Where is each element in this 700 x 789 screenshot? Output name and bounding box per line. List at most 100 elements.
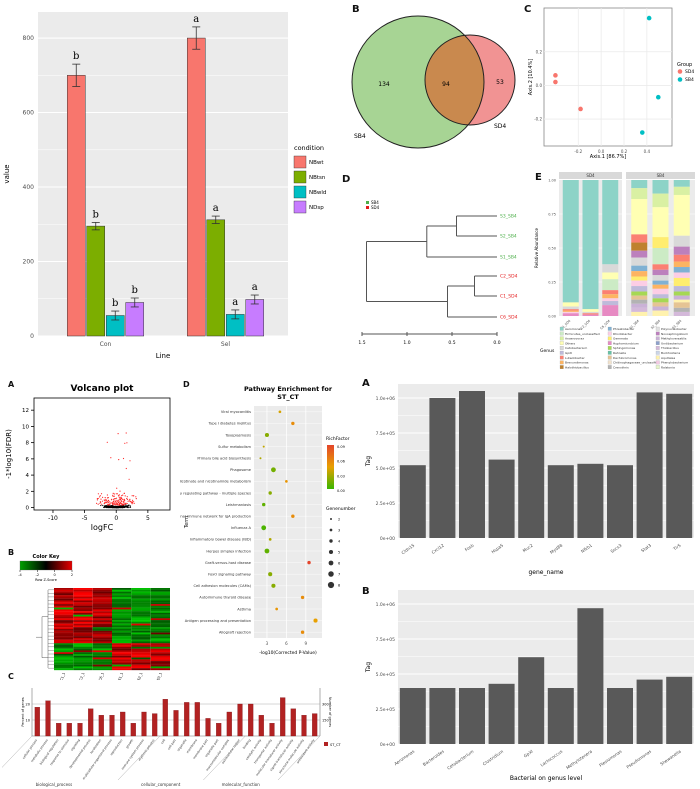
svg-text:Shewanella: Shewanella (659, 748, 682, 766)
svg-text:a: a (232, 297, 238, 308)
svg-text:0.0: 0.0 (536, 83, 543, 88)
svg-text:cell part: cell part (166, 738, 177, 751)
grouped-bar-chart: 0 200 400 600 800 b b b b Con a a a a Sel Line value cond… (0, 0, 345, 373)
svg-text:Clostridium: Clostridium (482, 749, 504, 767)
svg-text:S2_SB4: S2_SB4 (500, 234, 517, 240)
svg-text:ST_CT: ST_CT (277, 393, 299, 401)
expression-heatmap: Color Key -4 -2 0 2 Row Z-Score C1_1 C2_1 C6_1 S… (2, 548, 180, 680)
svg-text:-0.2: -0.2 (574, 149, 582, 154)
svg-text:developmental process: developmental process (68, 738, 92, 769)
svg-text:200: 200 (23, 259, 35, 266)
svg-text:Longevity regulating pathway -: Longevity regulating pathway - multiple … (180, 491, 251, 495)
svg-text:20: 20 (26, 703, 30, 707)
panel-letter-stacked: E (535, 172, 542, 183)
svg-text:0.0: 0.0 (493, 340, 500, 346)
svg-text:134: 134 (378, 81, 390, 88)
svg-text:Myd88: Myd88 (549, 543, 564, 555)
svg-text:value: value (3, 164, 11, 183)
svg-text:signaling: signaling (70, 738, 81, 751)
p-rightB-svg: 0e+00 2.5e+05 5.0e+05 7.5e+05 1.0e+06 Aeromon… (365, 590, 694, 782)
panel-letter-pathway: D (183, 380, 190, 389)
svg-text:0.00: 0.00 (548, 315, 556, 319)
svg-text:3: 3 (338, 529, 340, 533)
svg-text:Cetobacterium: Cetobacterium (565, 346, 587, 350)
svg-text:C1_SD4: C1_SD4 (500, 294, 518, 300)
svg-text:0e+00: 0e+00 (380, 536, 395, 542)
svg-text:C1_SD4: C1_SD4 (560, 319, 572, 331)
svg-text:4: 4 (26, 473, 30, 479)
svg-text:-0.2: -0.2 (534, 117, 542, 122)
pathway-enrichment-dotplot: Pathway Enrichment for ST_CT 3 6 9 Viral myoc… (180, 378, 358, 678)
svg-text:-4: -4 (18, 573, 22, 577)
svg-text:GpXI: GpXI (565, 351, 572, 355)
svg-text:C6_SD4: C6_SD4 (500, 315, 518, 321)
svg-text:SD4: SD4 (371, 205, 380, 210)
svg-text:Relative Abundance: Relative Abundance (534, 227, 539, 267)
svg-text:8: 8 (338, 584, 340, 588)
svg-text:S1_SB4: S1_SB4 (500, 255, 517, 261)
svg-text:Tag: Tag (365, 662, 372, 673)
svg-text:7.5e+05: 7.5e+05 (376, 431, 396, 437)
svg-text:0: 0 (26, 506, 30, 512)
svg-text:Aeromonas: Aeromonas (565, 327, 582, 331)
svg-text:0: 0 (54, 573, 56, 577)
svg-text:7.5e+05: 7.5e+05 (376, 637, 396, 643)
svg-text:C2_1: C2_1 (79, 672, 86, 680)
svg-text:0.75: 0.75 (548, 213, 556, 217)
svg-text:Aquitalea: Aquitalea (661, 356, 675, 360)
svg-text:organelle: organelle (176, 738, 187, 752)
svg-text:logFC: logFC (91, 523, 114, 532)
svg-text:Hyphomicrobium: Hyphomicrobium (613, 341, 639, 345)
volcano-plot: Volcano plot -10 -5 0 5 0 2 4 6 8 10 12 logFC -1*log1… (2, 378, 180, 548)
svg-text:biological_process: biological_process (36, 782, 72, 787)
svg-text:1.00: 1.00 (548, 179, 556, 183)
svg-text:SD4: SD4 (685, 69, 694, 75)
svg-text:Asthma: Asthma (237, 607, 251, 611)
svg-text:Allograft rejection: Allograft rejection (219, 631, 251, 635)
svg-text:C2_SD4: C2_SD4 (580, 319, 592, 331)
svg-text:-10: -10 (48, 515, 58, 522)
svg-text:0.03: 0.03 (337, 474, 345, 478)
svg-text:-1*log10(FDR): -1*log10(FDR) (5, 429, 13, 479)
svg-text:2: 2 (338, 518, 340, 522)
svg-text:Nfkb1: Nfkb1 (580, 543, 593, 554)
svg-text:6: 6 (338, 562, 340, 566)
svg-text:Cxcl12: Cxcl12 (431, 543, 446, 555)
svg-text:Others: Others (565, 341, 576, 345)
svg-text:a: a (252, 282, 258, 293)
svg-text:SD4: SD4 (586, 173, 595, 178)
svg-text:C1_1: C1_1 (59, 672, 66, 680)
svg-text:2: 2 (26, 489, 30, 495)
svg-text:S3_1: S3_1 (156, 672, 163, 680)
svg-text:Line: Line (156, 352, 171, 360)
svg-text:Bacteroides: Bacteroides (422, 749, 445, 767)
svg-text:0.0: 0.0 (598, 149, 605, 154)
svg-text:Methyloversatilis: Methyloversatilis (661, 337, 687, 341)
svg-text:1.0: 1.0 (403, 340, 410, 346)
svg-text:a: a (193, 14, 199, 25)
dendrogram-svg: S3_SB4 S2_SB4 S1_SB4 C2_SD4 C1_SD4 C6_SD4 SB4S… (358, 200, 518, 346)
svg-text:2.5e+05: 2.5e+05 (376, 501, 396, 507)
svg-text:0: 0 (114, 515, 118, 522)
panel-letter-venn: B (352, 4, 360, 15)
svg-text:0.50: 0.50 (548, 247, 556, 251)
svg-text:Pathway Enrichment for: Pathway Enrichment for (244, 385, 333, 393)
svg-text:Toxoplasmosis: Toxoplasmosis (224, 433, 251, 437)
svg-text:53: 53 (496, 79, 504, 86)
panel-letter-heatmap: B (8, 548, 15, 557)
venn-diagram: 134 94 53 SB4 SD4 (348, 2, 526, 165)
svg-text:Halothiobacillus: Halothiobacillus (565, 365, 589, 369)
svg-text:C6_1: C6_1 (98, 672, 105, 680)
svg-text:2.5e+05: 2.5e+05 (376, 707, 396, 713)
svg-text:condition: condition (294, 144, 324, 152)
svg-text:Phenylobacterium: Phenylobacterium (661, 361, 688, 365)
svg-text:SB4: SB4 (371, 200, 379, 205)
svg-text:Autoimmune thyroid disease: Autoimmune thyroid disease (199, 596, 252, 600)
svg-text:Cetobacterium: Cetobacterium (446, 749, 474, 771)
svg-text:Methylotenera: Methylotenera (565, 748, 593, 770)
svg-text:800: 800 (23, 35, 35, 42)
svg-text:Percent of genes: Percent of genes (21, 697, 25, 727)
svg-text:Sel: Sel (221, 341, 231, 348)
svg-text:4: 4 (338, 540, 341, 544)
